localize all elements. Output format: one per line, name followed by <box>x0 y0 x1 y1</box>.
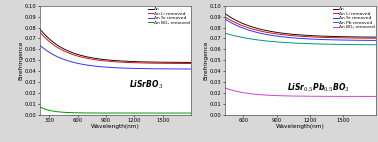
Δn Li removed <box>119 61 124 63</box>
Δn Pb removed <box>304 43 309 44</box>
Δn BO₃ removed <box>185 112 190 114</box>
Δn Sr removed <box>313 38 317 40</box>
Δn <box>370 36 375 38</box>
Δn <box>189 62 194 63</box>
Δn BO₃ removed <box>374 96 378 97</box>
Line: Δn Sr removed: Δn Sr removed <box>40 45 191 69</box>
Δn <box>110 59 115 61</box>
Δn Pb removed <box>313 43 317 45</box>
Δn BO₃ removed <box>109 112 114 114</box>
Δn Li removed <box>109 61 114 62</box>
Δn Sr removed <box>162 68 166 70</box>
Δn BO₃ removed <box>110 112 115 114</box>
Δn Sr removed <box>347 39 351 41</box>
Δn Sr removed <box>119 67 124 69</box>
Δn Li removed <box>347 37 351 39</box>
Δn <box>37 28 42 30</box>
Δn <box>304 35 309 36</box>
Δn <box>222 12 227 14</box>
Line: Δn: Δn <box>225 13 376 37</box>
Δn Sr removed <box>128 67 132 69</box>
Δn BO₃ removed <box>189 112 194 114</box>
Δn Li removed <box>374 37 378 39</box>
Δn <box>162 61 166 63</box>
Δn <box>294 34 299 36</box>
Δn Sr removed <box>304 38 309 40</box>
Δn Li removed <box>185 63 190 64</box>
Y-axis label: Birefringence: Birefringence <box>203 41 208 80</box>
Δn Sr removed <box>294 37 299 39</box>
Line: Δn BO₃ removed: Δn BO₃ removed <box>225 88 376 96</box>
Δn BO₃ removed <box>37 106 42 108</box>
Δn Pb removed <box>347 44 351 45</box>
Δn Li removed <box>162 62 166 64</box>
Δn Pb removed <box>374 44 378 46</box>
X-axis label: Wavelength(nm): Wavelength(nm) <box>91 124 140 129</box>
Δn Sr removed <box>189 68 194 70</box>
Text: LiSrBO$_3$: LiSrBO$_3$ <box>129 78 163 90</box>
Δn BO₃ removed <box>128 112 132 114</box>
Δn Sr removed <box>37 44 42 46</box>
Δn Li removed <box>304 36 309 37</box>
Δn <box>109 59 114 61</box>
Line: Δn Li removed: Δn Li removed <box>225 17 376 38</box>
Legend: Δn, Δn Li removed, Δn Sr removed, Δn Pb removed, Δn BO₃ removed: Δn, Δn Li removed, Δn Sr removed, Δn Pb … <box>332 7 375 30</box>
Δn <box>313 35 317 37</box>
Δn Sr removed <box>222 18 227 20</box>
Δn Sr removed <box>374 40 378 41</box>
Δn Pb removed <box>294 42 299 44</box>
Δn Sr removed <box>370 40 375 41</box>
Δn Sr removed <box>295 37 300 39</box>
Δn <box>128 60 132 62</box>
Δn BO₃ removed <box>370 96 375 97</box>
Δn BO₃ removed <box>304 95 309 97</box>
Δn Li removed <box>295 35 300 37</box>
Δn <box>119 60 124 62</box>
Δn Li removed <box>128 62 132 63</box>
Δn BO₃ removed <box>347 96 351 97</box>
Line: Δn BO₃ removed: Δn BO₃ removed <box>40 107 191 113</box>
Line: Δn Sr removed: Δn Sr removed <box>225 19 376 40</box>
Δn Sr removed <box>185 68 190 70</box>
Δn Li removed <box>370 37 375 39</box>
Δn Li removed <box>222 16 227 17</box>
Line: Δn: Δn <box>40 29 191 62</box>
Δn <box>374 36 378 38</box>
Δn <box>185 61 190 63</box>
Δn Pb removed <box>370 44 375 46</box>
Δn Li removed <box>189 63 194 64</box>
Text: LiSr$_{0.5}$Pb$_{0.5}$BO$_3$: LiSr$_{0.5}$Pb$_{0.5}$BO$_3$ <box>287 82 350 94</box>
X-axis label: Wavelength(nm): Wavelength(nm) <box>276 124 325 129</box>
Δn Li removed <box>37 31 42 33</box>
Legend: Δn, Δn Li removed, Δn Sr removed, Δn BO₃ removed: Δn, Δn Li removed, Δn Sr removed, Δn BO₃… <box>147 7 191 25</box>
Y-axis label: Birefringence: Birefringence <box>18 41 23 80</box>
Δn Pb removed <box>295 42 300 44</box>
Δn Li removed <box>294 35 299 37</box>
Δn <box>347 36 351 38</box>
Δn BO₃ removed <box>294 95 299 97</box>
Δn Li removed <box>110 61 115 62</box>
Δn <box>295 34 300 36</box>
Δn Sr removed <box>109 67 114 68</box>
Δn BO₃ removed <box>162 112 166 114</box>
Δn BO₃ removed <box>119 112 124 114</box>
Δn BO₃ removed <box>313 95 317 97</box>
Line: Δn Li removed: Δn Li removed <box>40 32 191 63</box>
Δn Pb removed <box>222 32 227 34</box>
Line: Δn Pb removed: Δn Pb removed <box>225 33 376 45</box>
Δn BO₃ removed <box>222 87 227 89</box>
Δn Li removed <box>313 36 317 38</box>
Δn BO₃ removed <box>295 95 300 97</box>
Δn Sr removed <box>110 67 115 68</box>
